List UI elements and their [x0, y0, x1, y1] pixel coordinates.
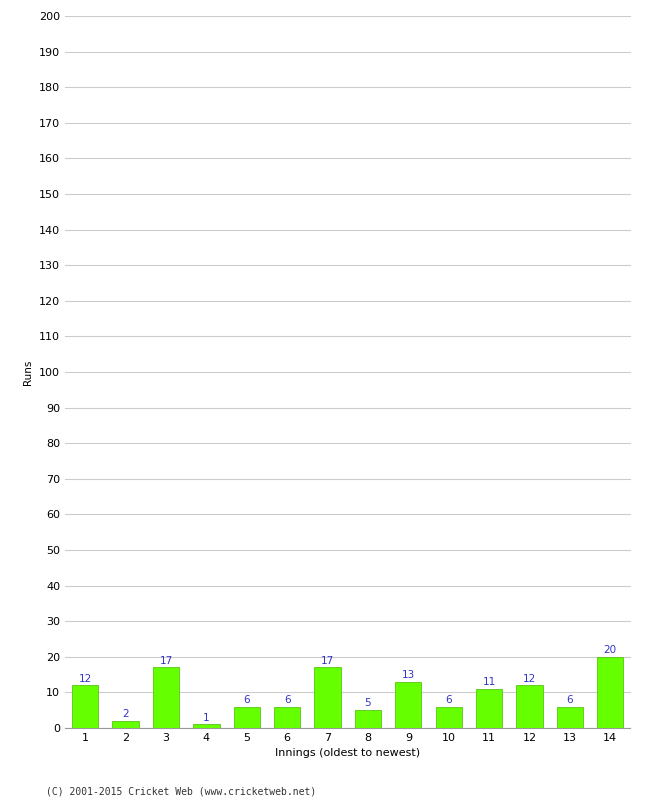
X-axis label: Innings (oldest to newest): Innings (oldest to newest) [275, 749, 421, 758]
Bar [112, 721, 138, 728]
Text: 11: 11 [482, 677, 496, 687]
Text: 12: 12 [523, 674, 536, 683]
Bar [395, 682, 421, 728]
Y-axis label: Runs: Runs [23, 359, 33, 385]
Text: 20: 20 [604, 645, 617, 655]
Bar [233, 706, 260, 728]
Bar [476, 689, 502, 728]
Text: 12: 12 [79, 674, 92, 683]
Bar [355, 710, 381, 728]
Bar [315, 667, 341, 728]
Text: 6: 6 [284, 695, 291, 705]
Bar [516, 686, 543, 728]
Text: 17: 17 [321, 656, 334, 666]
Text: 6: 6 [567, 695, 573, 705]
Bar [193, 725, 220, 728]
Bar [72, 686, 98, 728]
Bar [274, 706, 300, 728]
Bar [153, 667, 179, 728]
Bar [557, 706, 583, 728]
Text: 2: 2 [122, 709, 129, 719]
Text: 5: 5 [365, 698, 371, 709]
Text: (C) 2001-2015 Cricket Web (www.cricketweb.net): (C) 2001-2015 Cricket Web (www.cricketwe… [46, 786, 316, 796]
Bar [597, 657, 623, 728]
Text: 13: 13 [402, 670, 415, 680]
Text: 6: 6 [445, 695, 452, 705]
Text: 17: 17 [159, 656, 173, 666]
Text: 6: 6 [244, 695, 250, 705]
Text: 1: 1 [203, 713, 210, 722]
Bar [436, 706, 462, 728]
